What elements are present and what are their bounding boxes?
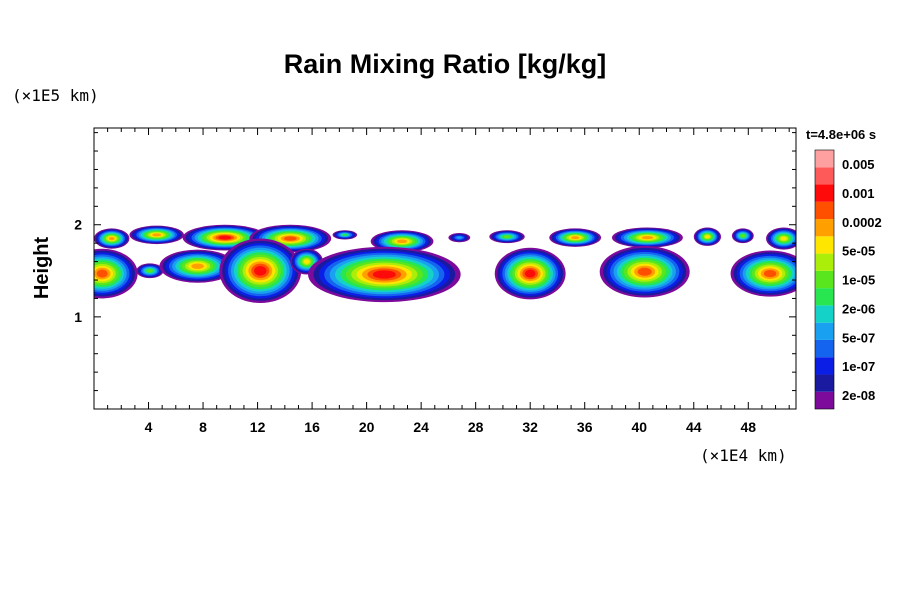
y-tick-label: 2: [74, 217, 82, 233]
contour-level-11: [283, 236, 297, 241]
colorbar-swatch: [815, 374, 834, 392]
contour-level-7: [503, 235, 511, 238]
contour-level-12: [254, 265, 267, 276]
contour-level-10: [191, 263, 204, 269]
colorbar-swatch: [815, 322, 834, 340]
colorbar-swatch: [815, 391, 834, 409]
precip-cells-layer: [94, 224, 796, 304]
contour-level-10: [396, 239, 408, 244]
x-tick-label: 12: [250, 419, 266, 435]
precip-cell-19: [494, 247, 566, 300]
contour-level-6: [342, 233, 348, 236]
precip-cell-21: [730, 250, 796, 297]
colorbar-label: 2e-08: [842, 388, 875, 403]
colorbar-label: 0.001: [842, 186, 875, 201]
contour-level-10: [152, 233, 162, 237]
x-tick-label: 40: [631, 419, 647, 435]
colorbar-swatch: [815, 305, 834, 323]
x-tick-label: 36: [577, 419, 593, 435]
colorbar-swatch: [815, 339, 834, 358]
contour-level-7: [147, 269, 153, 273]
colorbar-swatch: [815, 357, 834, 375]
precip-cell-4: [332, 230, 358, 240]
x-unit-label: (×1E4 km): [700, 446, 787, 465]
precip-cell-15: [159, 249, 236, 283]
precip-cell-1: [129, 225, 184, 245]
y-tick-label: 1: [74, 309, 82, 325]
contour-level-11: [637, 267, 652, 276]
colorbar-swatch: [815, 167, 834, 185]
precip-cell-8: [549, 228, 602, 247]
colorbar-swatch: [815, 184, 834, 202]
colorbar-swatch: [815, 236, 834, 254]
precip-cell-14: [136, 263, 164, 279]
colorbar: 0.005 0.001 0.0002 5e-05 1e-05 2e-06 5e-07 1e-0…: [814, 149, 882, 410]
colorbar-swatch: [815, 270, 834, 289]
contour-level-10: [108, 236, 115, 241]
contour-level-11: [96, 269, 108, 278]
precip-cell-18: [308, 246, 461, 303]
x-tick-label: 32: [522, 419, 538, 435]
y-axis-label: Height: [31, 237, 53, 300]
x-tick-label: 24: [413, 419, 429, 435]
colorbar-label: 2e-06: [842, 301, 875, 316]
contour-level-11: [763, 269, 777, 278]
x-tick-label: 16: [304, 419, 320, 435]
contour-level-12: [524, 269, 536, 278]
precip-cell-12: [766, 227, 796, 250]
x-tick-label: 28: [468, 419, 484, 435]
precip-cell-16: [219, 238, 302, 304]
x-tick-label: 4: [145, 419, 153, 435]
precip-cell-10: [693, 227, 722, 246]
chart-title: Rain Mixing Ratio [kg/kg]: [284, 49, 607, 79]
colorbar-swatch: [815, 253, 834, 271]
precip-cell-6: [448, 233, 471, 243]
contour-level-10: [641, 235, 654, 240]
colorbar-label: 0.0002: [842, 215, 882, 230]
contour-level-4: [456, 236, 463, 239]
contour-level-12: [218, 235, 232, 240]
precip-cell-0: [94, 228, 130, 249]
precip-cell-13: [94, 248, 138, 299]
y-unit-label: (×1E5 km): [12, 86, 99, 105]
colorbar-frame: [814, 149, 835, 410]
precip-cell-20: [599, 245, 690, 298]
precip-cell-9: [611, 227, 683, 248]
precip-cell-5: [370, 230, 434, 253]
colorbar-label: 5e-07: [842, 330, 875, 345]
x-tick-label: 8: [199, 419, 207, 435]
colorbar-swatch: [815, 288, 834, 306]
plot-frame: [93, 127, 797, 410]
colorbar-label: 1e-05: [842, 273, 875, 288]
contour-level-9: [780, 236, 787, 241]
colorbar-label: 5e-05: [842, 244, 875, 259]
precip-cell-7: [489, 230, 525, 244]
colorbar-swatch: [815, 150, 834, 168]
x-tick-label: 20: [359, 419, 375, 435]
x-tick-label: 48: [741, 419, 757, 435]
time-label: t=4.8e+06 s: [806, 127, 876, 142]
contour-level-7: [740, 234, 745, 238]
precip-cell-11: [731, 228, 754, 244]
colorbar-label: 1e-07: [842, 359, 875, 374]
contour-level-10: [570, 236, 580, 240]
colorbar-swatch: [815, 219, 834, 237]
colorbar-label: 0.005: [842, 157, 875, 172]
contour-level-9: [303, 259, 310, 264]
contour-level-9: [705, 235, 710, 239]
contour-level-12: [372, 270, 396, 279]
x-tick-label: 44: [686, 419, 702, 435]
colorbar-swatch: [815, 201, 834, 220]
